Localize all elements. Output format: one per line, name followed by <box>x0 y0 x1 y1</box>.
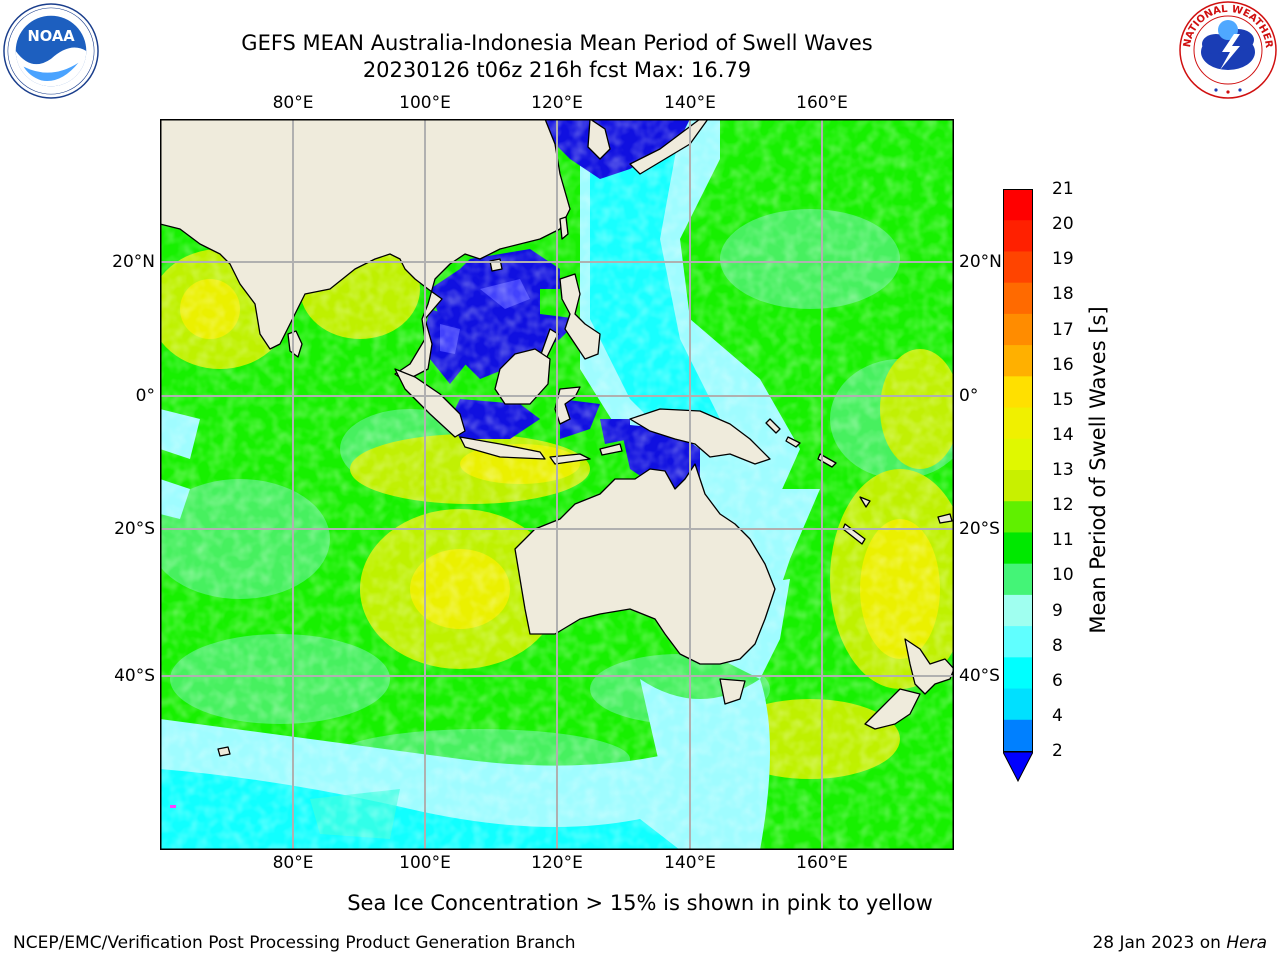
colorbar <box>1003 189 1033 782</box>
colorbar-segment <box>1003 376 1033 409</box>
colorbar-segment <box>1003 407 1033 440</box>
colorbar-segment <box>1003 470 1033 502</box>
lat-label-right: 0° <box>959 386 979 406</box>
colorbar-segment <box>1003 189 1033 221</box>
colorbar-tick-label: 16 <box>1052 354 1074 375</box>
footer-credit: NCEP/EMC/Verification Post Processing Pr… <box>13 933 576 953</box>
lon-label-bottom: 80°E <box>272 853 314 873</box>
lat-label-right: 40°S <box>959 666 1000 686</box>
footer-host: Hera <box>1226 933 1267 953</box>
colorbar-segment <box>1003 313 1033 346</box>
lon-label-bottom: 140°E <box>664 853 716 873</box>
swell-period-map <box>160 119 954 850</box>
footer-date-text: 28 Jan 2023 on <box>1092 933 1227 953</box>
footer-date: 28 Jan 2023 on Hera <box>1092 933 1267 953</box>
lon-label-top: 80°E <box>272 93 314 113</box>
lon-label-top: 140°E <box>664 93 716 113</box>
colorbar-segment <box>1003 563 1033 596</box>
colorbar-tick-label: 13 <box>1052 460 1074 480</box>
colorbar-segment <box>1003 345 1033 377</box>
lon-label-top: 120°E <box>531 93 583 113</box>
colorbar-segment <box>1003 220 1033 252</box>
colorbar-tick-label: 14 <box>1052 424 1074 445</box>
colorbar-tick-label: 10 <box>1052 565 1074 586</box>
colorbar-tick-label: 17 <box>1052 319 1074 340</box>
lat-label-right: 20°N <box>959 252 1002 272</box>
lat-label-left: 40°S <box>114 666 155 686</box>
lon-label-bottom: 160°E <box>796 853 848 873</box>
lon-label-top: 100°E <box>399 93 451 113</box>
chart-subtitle: 20230126 t06z 216h fcst Max: 16.79 <box>362 58 752 82</box>
colorbar-tick-label: 15 <box>1052 389 1074 410</box>
lat-label-left: 20°S <box>114 519 155 539</box>
colorbar-tick-label: 8 <box>1052 635 1063 656</box>
noaa-logo: NOAA <box>3 3 99 99</box>
colorbar-tick-label: 21 <box>1052 179 1074 199</box>
colorbar-tick-label: 6 <box>1052 670 1063 691</box>
colorbar-segment <box>1003 719 1033 752</box>
lat-label-left: 0° <box>135 386 155 406</box>
colorbar-title: Mean Period of Swell Waves [s] <box>1086 306 1110 634</box>
colorbar-tick-label: 9 <box>1052 600 1063 621</box>
colorbar-tick-label: 18 <box>1052 284 1074 305</box>
colorbar-segment <box>1003 501 1033 533</box>
colorbar-tick-label: 20 <box>1052 214 1074 235</box>
svg-text:NOAA: NOAA <box>27 28 75 45</box>
colorbar-tick-label: 12 <box>1052 495 1074 516</box>
colorbar-segment <box>1003 657 1033 690</box>
lat-label-left: 20°N <box>112 252 155 272</box>
colorbar-segment <box>1003 532 1033 565</box>
colorbar-segment <box>1003 626 1033 658</box>
colorbar-segment <box>1003 438 1033 471</box>
chart-title: GEFS MEAN Australia-Indonesia Mean Perio… <box>241 31 873 55</box>
lat-label-right: 20°S <box>959 519 1000 539</box>
colorbar-segment <box>1003 282 1033 315</box>
colorbar-tick-label: 19 <box>1052 249 1074 270</box>
colorbar-segment <box>1003 688 1033 721</box>
colorbar-segment <box>1003 251 1033 284</box>
colorbar-tick-label: 11 <box>1052 530 1074 551</box>
colorbar-segment <box>1003 594 1033 627</box>
nws-logo: NATIONAL WEATHER SERVICE <box>1178 0 1277 99</box>
colorbar-tick-label: 4 <box>1052 705 1063 726</box>
lon-label-bottom: 100°E <box>399 853 451 873</box>
lon-label-top: 160°E <box>796 93 848 113</box>
sea-ice-note: Sea Ice Concentration > 15% is shown in … <box>347 891 933 915</box>
lon-label-bottom: 120°E <box>531 853 583 873</box>
colorbar-tick-label: 2 <box>1052 741 1063 761</box>
